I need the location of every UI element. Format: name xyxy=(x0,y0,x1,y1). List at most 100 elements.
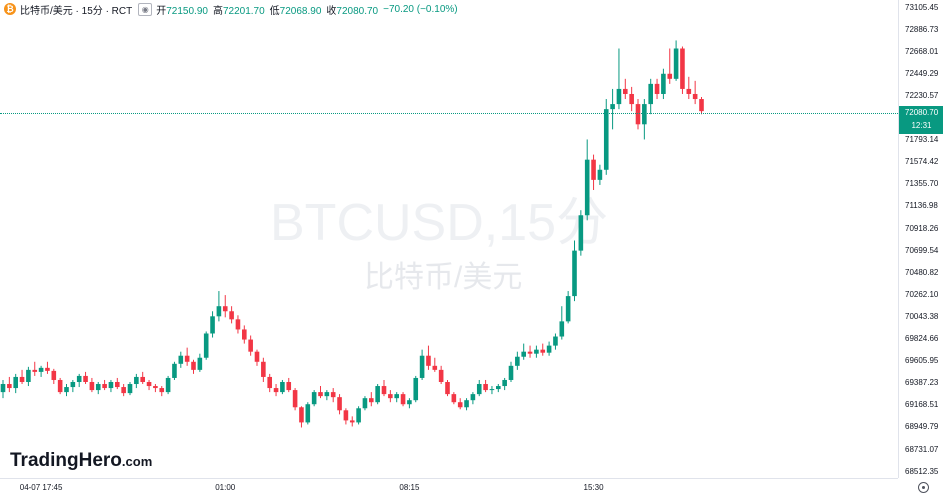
candle-body xyxy=(324,392,330,397)
candle-body xyxy=(699,99,704,112)
candle xyxy=(127,381,133,396)
candle xyxy=(134,373,139,389)
candle xyxy=(432,357,438,372)
candle xyxy=(70,379,76,393)
time-tick-label: 08:15 xyxy=(399,483,420,492)
candle-body xyxy=(311,392,317,405)
candle xyxy=(311,390,317,407)
candle xyxy=(7,376,12,393)
candle-body xyxy=(248,339,253,352)
high-label: 高 xyxy=(212,5,223,17)
candle-body xyxy=(356,408,361,423)
candle-body xyxy=(496,386,501,390)
candle xyxy=(407,398,412,409)
candle-body xyxy=(635,104,641,125)
candle xyxy=(203,331,209,360)
candle xyxy=(89,377,95,393)
symbol-label[interactable]: 比特币/美元 · 15分 · RCT xyxy=(20,5,133,17)
candle xyxy=(445,379,450,397)
candle-body xyxy=(26,369,31,382)
candle-body xyxy=(553,336,558,346)
price-tick-label: 72886.73 xyxy=(905,24,939,34)
candle xyxy=(534,345,539,358)
visibility-icon[interactable]: ◉ xyxy=(138,2,153,16)
change-value: −70.20 (−0.10%) xyxy=(383,3,458,15)
candle-body xyxy=(95,384,101,391)
candle-body xyxy=(515,356,520,366)
candle-body xyxy=(153,386,158,389)
candle-body xyxy=(546,345,552,353)
candle xyxy=(686,76,692,100)
candle-body xyxy=(242,329,247,340)
time-axis[interactable]: 04-07 17:45 01:00 08:15 15:30 xyxy=(0,478,898,501)
candle xyxy=(178,351,184,368)
candle-body xyxy=(89,381,95,391)
candle-body xyxy=(305,404,311,423)
candle xyxy=(159,386,165,397)
candle xyxy=(642,99,647,140)
candle-body xyxy=(127,384,133,394)
candle xyxy=(121,384,126,397)
candle xyxy=(267,373,272,393)
candle xyxy=(216,291,222,322)
price-axis[interactable]: 72080.70 12:31 73105.45 72886.73 72668.01 7… xyxy=(898,0,943,478)
candle xyxy=(184,347,190,366)
candle xyxy=(451,392,457,405)
candle-body xyxy=(603,109,609,170)
candle xyxy=(521,343,526,360)
candle-body xyxy=(13,376,18,389)
candle xyxy=(616,48,622,110)
candle-body xyxy=(0,384,6,393)
candle-body xyxy=(654,83,660,94)
candle-body xyxy=(178,355,184,364)
candle-body xyxy=(400,394,406,405)
open-value: 72150.90 xyxy=(166,5,208,17)
candle-body xyxy=(692,93,698,100)
candle xyxy=(629,86,634,112)
candle-body xyxy=(165,377,171,393)
candle-body xyxy=(172,363,177,378)
close-value: 72080.70 xyxy=(336,5,379,17)
price-tick-label: 71574.42 xyxy=(905,157,939,167)
candle-body xyxy=(610,104,615,110)
candle xyxy=(38,365,44,377)
candle-body xyxy=(413,377,419,401)
high-value: 72201.70 xyxy=(222,5,265,17)
btc-coin-icon: ₿ xyxy=(4,3,16,15)
price-tick-label: 71136.98 xyxy=(905,201,938,211)
candle-body xyxy=(273,388,279,393)
candle xyxy=(610,88,615,130)
price-tick-label: 70480.82 xyxy=(905,267,939,277)
candle xyxy=(153,384,158,393)
price-tick-label: 70918.26 xyxy=(905,223,939,233)
price-tick-label: 71793.14 xyxy=(905,135,939,145)
candle xyxy=(419,349,425,380)
logo-name: TradingHero xyxy=(10,450,122,471)
candle-body xyxy=(407,400,412,405)
candle xyxy=(362,396,368,411)
candlestick-plot[interactable] xyxy=(0,0,898,478)
candle xyxy=(515,351,520,370)
candle xyxy=(540,343,546,356)
candle-body xyxy=(108,381,114,389)
candle xyxy=(546,341,552,356)
candle-body xyxy=(261,361,266,377)
price-tick-label: 72230.57 xyxy=(905,90,939,100)
candle xyxy=(19,369,25,385)
price-tick-label: 70699.54 xyxy=(905,245,939,255)
candle xyxy=(699,97,704,115)
candle-body xyxy=(337,397,342,411)
candle xyxy=(191,359,196,374)
candle-body xyxy=(565,296,571,322)
candle xyxy=(305,402,311,425)
candle xyxy=(476,379,482,397)
candle-body xyxy=(280,381,285,393)
candle-body xyxy=(616,88,622,105)
candle-body xyxy=(7,384,12,389)
candle-body xyxy=(330,392,336,398)
candle xyxy=(45,361,50,374)
candle xyxy=(565,291,571,324)
candle-body xyxy=(642,104,647,125)
settings-icon[interactable] xyxy=(918,482,929,493)
candle xyxy=(57,377,63,395)
